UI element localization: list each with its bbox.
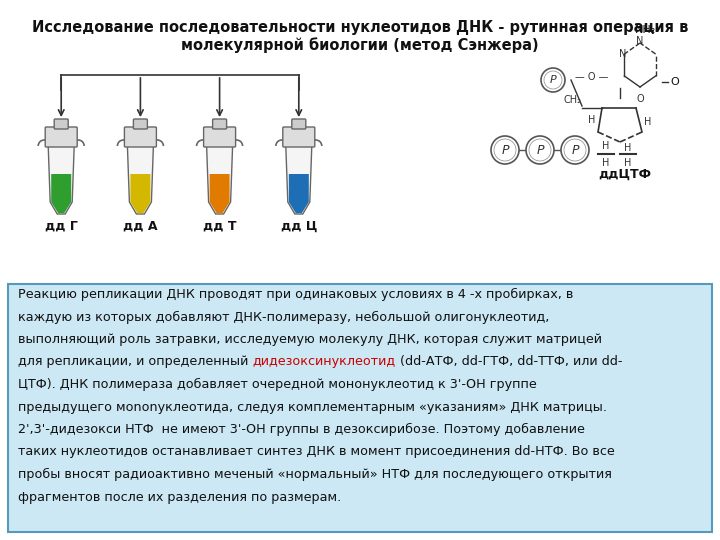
Text: P: P: [536, 144, 544, 157]
Polygon shape: [127, 146, 153, 214]
FancyBboxPatch shape: [54, 119, 68, 129]
Text: дд Ц: дд Ц: [281, 220, 317, 233]
Text: ддЦТФ: ддЦТФ: [598, 168, 652, 181]
FancyBboxPatch shape: [8, 284, 712, 532]
Circle shape: [541, 68, 565, 92]
Text: O: O: [636, 94, 644, 104]
FancyBboxPatch shape: [292, 119, 306, 129]
Text: выполняющий роль затравки, исследуемую молекулу ДНК, которая служит матрицей: выполняющий роль затравки, исследуемую м…: [18, 333, 602, 346]
Polygon shape: [130, 174, 150, 213]
Text: H: H: [588, 115, 595, 125]
Polygon shape: [48, 146, 74, 214]
Text: — O —: — O —: [575, 72, 608, 82]
FancyBboxPatch shape: [45, 127, 77, 147]
Text: ЦТФ). ДНК полимераза добавляет очередной мононуклеотид к 3'-ОН группе: ЦТФ). ДНК полимераза добавляет очередной…: [18, 378, 536, 391]
Text: Реакцию репликации ДНК проводят при одинаковых условиях в 4 -х пробирках, в: Реакцию репликации ДНК проводят при один…: [18, 288, 573, 301]
Text: H: H: [624, 158, 631, 168]
Text: молекулярной биологии (метод Сэнжера): молекулярной биологии (метод Сэнжера): [181, 37, 539, 53]
Text: дд Т: дд Т: [203, 220, 236, 233]
Text: H: H: [603, 158, 610, 168]
Circle shape: [561, 136, 589, 164]
Text: Исследование последовательности нуклеотидов ДНК - рутинная операция в: Исследование последовательности нуклеоти…: [32, 20, 688, 35]
Circle shape: [491, 136, 519, 164]
Text: O: O: [670, 77, 679, 87]
Text: H: H: [624, 143, 631, 153]
Text: предыдущего мononуклеотида, следуя комплементарным «указаниям» ДНК матрицы.: предыдущего мononуклеотида, следуя компл…: [18, 401, 607, 414]
FancyBboxPatch shape: [133, 119, 148, 129]
Text: пробы вносят радиоактивно меченый «нормальный» НТФ для последующего открытия: пробы вносят радиоактивно меченый «норма…: [18, 468, 612, 481]
Text: дд А: дд А: [123, 220, 158, 233]
Text: каждую из которых добавляют ДНК-полимеразу, небольшой олигонуклеотид,: каждую из которых добавляют ДНК-полимера…: [18, 310, 549, 323]
Polygon shape: [207, 146, 233, 214]
FancyBboxPatch shape: [283, 127, 315, 147]
Text: P: P: [549, 75, 557, 85]
Text: для репликации, и определенный: для репликации, и определенный: [18, 355, 253, 368]
Text: N: N: [636, 36, 644, 46]
Text: дидезоксинуклеотид: дидезоксинуклеотид: [253, 355, 395, 368]
Text: P: P: [571, 144, 579, 157]
Text: фрагментов после их разделения по размерам.: фрагментов после их разделения по размер…: [18, 490, 341, 503]
Text: 2',3'-дидезокси НТФ  не имеют 3'-ОН группы в дезоксирибозе. Поэтому добавление: 2',3'-дидезокси НТФ не имеют 3'-ОН групп…: [18, 423, 585, 436]
Polygon shape: [286, 146, 312, 214]
Polygon shape: [289, 174, 309, 213]
Text: (dd-АТФ, dd-ГТФ, dd-ТТФ, или dd-: (dd-АТФ, dd-ГТФ, dd-ТТФ, или dd-: [395, 355, 622, 368]
Text: P: P: [501, 144, 509, 157]
Text: дд Г: дд Г: [45, 220, 78, 233]
Text: H: H: [603, 141, 610, 151]
Polygon shape: [210, 174, 230, 213]
Text: таких нуклеотидов останавливает синтез ДНК в момент присоединения dd-НТФ. Во все: таких нуклеотидов останавливает синтез Д…: [18, 446, 615, 458]
Circle shape: [526, 136, 554, 164]
Text: H: H: [644, 117, 652, 127]
Text: NH₂: NH₂: [634, 25, 656, 35]
Text: N: N: [618, 49, 626, 59]
Polygon shape: [51, 174, 71, 213]
FancyBboxPatch shape: [125, 127, 156, 147]
FancyBboxPatch shape: [212, 119, 227, 129]
Text: CH₂: CH₂: [564, 95, 582, 105]
FancyBboxPatch shape: [204, 127, 235, 147]
